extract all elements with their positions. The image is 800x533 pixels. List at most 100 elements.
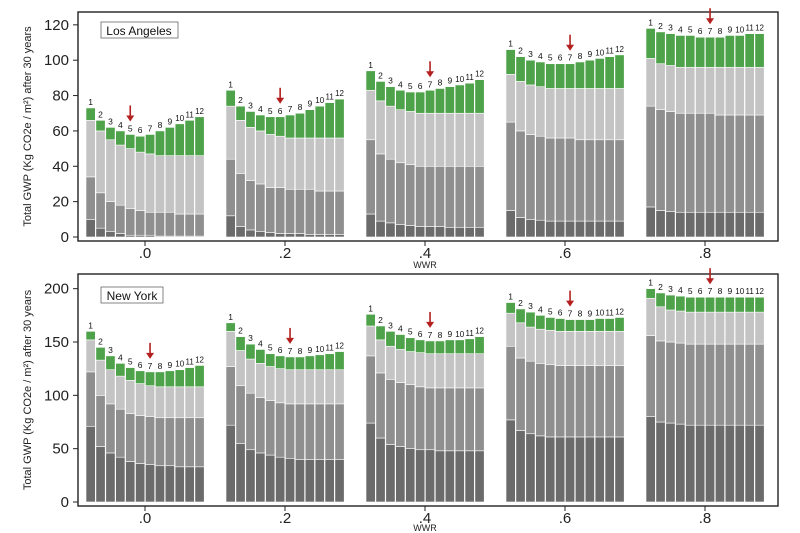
- bar-segment-dark: [565, 436, 576, 503]
- bar-group-4: 1 2 3 4 5 6 7 8 9 10 11 12: [645, 268, 765, 503]
- bar-number-label: 7: [148, 361, 153, 371]
- bar-segment-dark: [535, 435, 546, 503]
- bar-segment-light: [665, 309, 676, 343]
- bar-segment-dark: [304, 234, 315, 238]
- bar-segment-mid: [135, 210, 146, 236]
- bar-segment-dark: [194, 466, 205, 503]
- bar-number-label: 6: [558, 53, 563, 63]
- bar-segment-mid: [155, 417, 165, 467]
- bar-group-3: 12 3 4 5 6 7 8 9 10 11 12: [505, 34, 625, 238]
- bar-segment-green: [505, 49, 516, 75]
- x-tick-label: .4: [419, 510, 432, 527]
- bar-number-label: 3: [528, 49, 533, 59]
- optimal-arrow-icon: [706, 8, 715, 25]
- bar-segment-dark: [535, 219, 546, 238]
- y-tick-label: 20: [52, 194, 69, 211]
- bar-segment-dark: [294, 459, 305, 503]
- bar-segment-green: [95, 347, 106, 361]
- bar-segment-mid: [385, 158, 396, 224]
- bar-segment-light: [395, 349, 406, 383]
- bar-number-label: 11: [325, 93, 334, 102]
- bar-segment-mid: [464, 387, 475, 452]
- bar-segment-light: [525, 84, 536, 135]
- bar-segment-dark: [375, 437, 386, 503]
- bar-number-label: 10: [595, 48, 604, 57]
- bar-segment-dark: [584, 220, 595, 238]
- bar-segment-green: [454, 84, 465, 114]
- bar-segment-light: [95, 130, 106, 194]
- bar-segment-dark: [385, 444, 396, 503]
- bar-segment-light: [375, 339, 386, 374]
- optimal-arrow-icon: [126, 105, 135, 122]
- bar-segment-green: [655, 292, 666, 308]
- bar-segment-dark: [614, 220, 625, 238]
- bar-segment-mid: [535, 135, 546, 221]
- bar-segment-light: [405, 111, 416, 165]
- bar-number-label: 3: [108, 116, 113, 126]
- bar-segment-mid: [594, 139, 605, 222]
- bar-segment-mid: [525, 134, 536, 220]
- bar-segment-green: [545, 63, 556, 89]
- bar-segment-mid: [95, 192, 106, 229]
- bar-segment-mid: [174, 213, 185, 237]
- bar-number-label: 8: [158, 120, 163, 130]
- bar-segment-dark: [724, 211, 735, 238]
- bar-segment-green: [734, 296, 745, 313]
- bar-segment-dark: [285, 457, 295, 503]
- bar-number-label: 9: [727, 24, 732, 34]
- bar-segment-dark: [574, 220, 585, 238]
- bar-segment-green: [145, 134, 155, 155]
- bar-segment-mid: [724, 343, 735, 426]
- bar-segment-dark: [375, 220, 386, 238]
- bar-number-label: 5: [688, 286, 693, 296]
- bar-segment-dark: [395, 224, 406, 238]
- bar-segment-light: [614, 88, 625, 141]
- bar-segment-green: [614, 54, 625, 89]
- bar-segment-green: [105, 127, 116, 141]
- bar-segment-light: [314, 137, 325, 192]
- bar-segment-green: [604, 318, 615, 332]
- bar-number-label: 1: [228, 312, 233, 322]
- bar-segment-mid: [225, 366, 236, 426]
- bar-segment-green: [255, 349, 266, 364]
- bar-segment-light: [174, 155, 185, 215]
- bar-segment-dark: [415, 449, 426, 503]
- bar-segment-light: [265, 366, 276, 401]
- bar-segment-light: [454, 353, 465, 389]
- bar-segment-dark: [594, 220, 605, 238]
- bar-segment-light: [135, 151, 146, 211]
- optimal-arrow-icon: [146, 342, 155, 359]
- bar-segment-green: [604, 56, 615, 89]
- bar-segment-light: [594, 331, 605, 366]
- bar-segment-dark: [734, 424, 745, 503]
- bar-number-label: 12: [615, 45, 624, 54]
- bar-number-label: 4: [118, 352, 123, 362]
- bar-segment-light: [294, 369, 305, 405]
- bar-segment-dark: [454, 450, 465, 503]
- bar-number-label: 2: [238, 326, 243, 336]
- bar-segment-light: [505, 74, 516, 123]
- optimal-arrow-icon: [286, 327, 295, 344]
- bar-number-label: 11: [465, 329, 474, 338]
- bar-number-label: 10: [315, 96, 324, 105]
- bar-segment-dark: [385, 222, 396, 238]
- bar-segment-mid: [314, 403, 325, 460]
- bar-segment-green: [565, 319, 576, 332]
- bar-segment-green: [594, 58, 605, 89]
- bar-segment-mid: [474, 165, 485, 228]
- bar-segment-light: [405, 351, 416, 385]
- bar-number-label: 4: [538, 304, 543, 314]
- bar-segment-dark: [705, 424, 716, 503]
- bar-segment-light: [655, 63, 666, 111]
- bar-segment-green: [155, 371, 165, 388]
- bar-number-label: 9: [587, 309, 592, 319]
- x-tick-label: .0: [139, 245, 152, 262]
- bar-segment-mid: [105, 403, 116, 454]
- bar-segment-green: [464, 338, 475, 355]
- bar-segment-dark: [454, 226, 465, 238]
- bar-segment-dark: [174, 466, 185, 503]
- bar-number-label: 5: [548, 53, 553, 63]
